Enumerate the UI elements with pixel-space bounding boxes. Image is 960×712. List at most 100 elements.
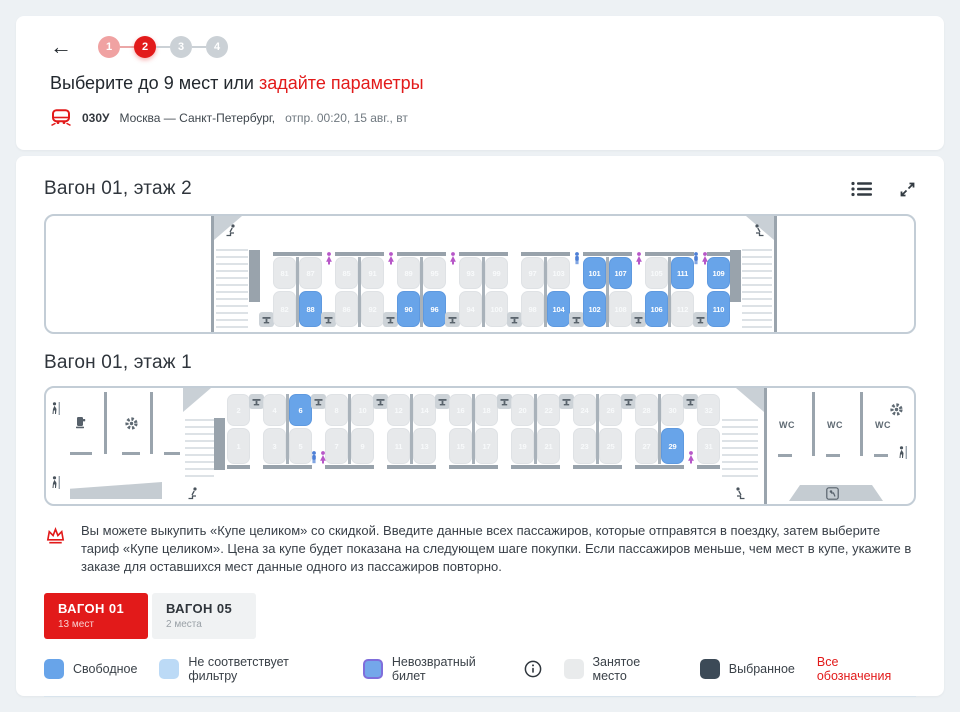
legend-item-free: Свободное: [44, 658, 138, 679]
wagon-tab-вагон-01[interactable]: ВАГОН 01 13 мест: [44, 592, 148, 639]
table-slot: [373, 394, 388, 409]
seat-85: 85: [335, 257, 358, 289]
step-connector: [192, 46, 206, 48]
exit-person-icon: [50, 476, 61, 489]
compartment-gap: [373, 394, 388, 469]
compartment: 12 11 14 13: [387, 394, 436, 469]
seat-29[interactable]: 29: [661, 428, 684, 464]
berth-divider: [358, 257, 361, 327]
table-icon: [445, 312, 460, 327]
compartment-gap: [259, 252, 274, 327]
step-3[interactable]: 3: [170, 36, 192, 58]
berth-divider: [606, 257, 609, 327]
wc-label: WC: [827, 420, 843, 430]
set-parameters-link[interactable]: задайте параметры: [258, 73, 424, 93]
stairs-icon: [751, 224, 766, 237]
legend-swatch-free: [44, 658, 64, 679]
train-number: 030У: [82, 110, 110, 125]
gender-icons: [310, 451, 327, 469]
seat-90[interactable]: 90: [397, 291, 420, 327]
deck2-diagram: 81 82 87 88 85 86 91 92 89 90 95 96 93 94 99 100 97 98 103…: [44, 214, 916, 334]
seat-107[interactable]: 107: [609, 257, 632, 289]
table-slot: [621, 394, 636, 409]
coupe-note: Вы можете выкупить «Купе целиком» со ски…: [44, 522, 916, 577]
seat-24: 24: [573, 394, 596, 426]
seat-14: 14: [413, 394, 436, 426]
legend-swatch-nonrefundable: [362, 658, 383, 679]
stairs-icon: [224, 224, 239, 237]
list-view-icon[interactable]: [851, 181, 873, 197]
compartment: 101 102 107 108: [583, 252, 632, 327]
berth-shelf: [325, 465, 374, 469]
seat-7: 7: [325, 428, 348, 464]
wagon-tabs: ВАГОН 01 13 мест ВАГОН 05 2 места: [44, 592, 916, 639]
seat-20: 20: [511, 394, 534, 426]
seat-96[interactable]: 96: [423, 291, 446, 327]
seat-18: 18: [475, 394, 498, 426]
seat-4: 4: [263, 394, 286, 426]
seat-106[interactable]: 106: [645, 291, 668, 327]
table-icon: [507, 312, 522, 327]
train-icon: [50, 109, 72, 126]
seat-12: 12: [387, 394, 410, 426]
back-button[interactable]: ←: [50, 34, 72, 59]
berth-shelf: [335, 252, 384, 256]
fullscreen-icon[interactable]: [899, 181, 916, 198]
seat-102[interactable]: 102: [583, 291, 606, 327]
berth-shelf: [645, 252, 694, 256]
legend-label: Свободное: [73, 661, 138, 676]
male-icon: [692, 252, 700, 270]
wc-label: WC: [875, 420, 891, 430]
page-title: Выберите до 9 мест или задайте параметры: [50, 73, 424, 93]
compartment-gap: [321, 252, 336, 327]
exit-person-icon: [50, 402, 61, 415]
gender-icons: [573, 252, 581, 270]
step-1[interactable]: 1: [98, 36, 120, 58]
seat-100: 100: [485, 291, 508, 327]
info-icon[interactable]: [524, 660, 542, 678]
step-2[interactable]: 2: [134, 36, 156, 58]
wagon-tab-вагон-05[interactable]: ВАГОН 05 2 места: [152, 592, 256, 639]
legend-label: Занятое место: [592, 654, 641, 683]
wagon-tab-count: 2 места: [166, 618, 202, 630]
deck2-left-room: [46, 216, 214, 332]
berth-shelf: [511, 465, 560, 469]
seat-27: 27: [635, 428, 658, 464]
seat-6[interactable]: 6: [289, 394, 312, 426]
step-4[interactable]: 4: [206, 36, 228, 58]
gender-icons: [635, 252, 643, 270]
deck1-left-service: [46, 388, 227, 504]
berth-divider: [668, 257, 671, 327]
step-connector: [156, 46, 170, 48]
berth-divider: [286, 394, 289, 464]
deck1-seats: 2 1 4 3 6 5 8 7 10 9 12 11 14 13 16 15 18 17 20 19 22 21 24 23 2…: [227, 388, 720, 504]
seat-98: 98: [521, 291, 544, 327]
seat-109[interactable]: 109: [707, 257, 730, 289]
seat-91: 91: [361, 257, 384, 289]
seat-13: 13: [413, 428, 436, 464]
all-legend-link[interactable]: Все обозначения: [816, 654, 892, 683]
step-connector: [120, 46, 134, 48]
seat-15: 15: [449, 428, 472, 464]
berth-shelf: [707, 252, 730, 256]
seat-103: 103: [547, 257, 570, 289]
seat-110[interactable]: 110: [707, 291, 730, 327]
seat-10: 10: [351, 394, 374, 426]
seat-111[interactable]: 111: [671, 257, 694, 289]
seat-22: 22: [537, 394, 560, 426]
wagon-tab-count: 13 мест: [58, 618, 94, 630]
seat-104[interactable]: 104: [547, 291, 570, 327]
compartment: 105 106 111 112: [645, 252, 694, 327]
compartment-gap: [559, 394, 574, 469]
berth-shelf: [387, 465, 436, 469]
table-icon: [497, 394, 512, 409]
compartment-gap: [497, 394, 512, 469]
seat-108: 108: [609, 291, 632, 327]
divider: [44, 695, 916, 697]
berth-divider: [596, 394, 599, 464]
seat-88[interactable]: 88: [299, 291, 322, 327]
seat-97: 97: [521, 257, 544, 289]
seat-101[interactable]: 101: [583, 257, 606, 289]
deck2-left-stairs: [214, 216, 260, 332]
